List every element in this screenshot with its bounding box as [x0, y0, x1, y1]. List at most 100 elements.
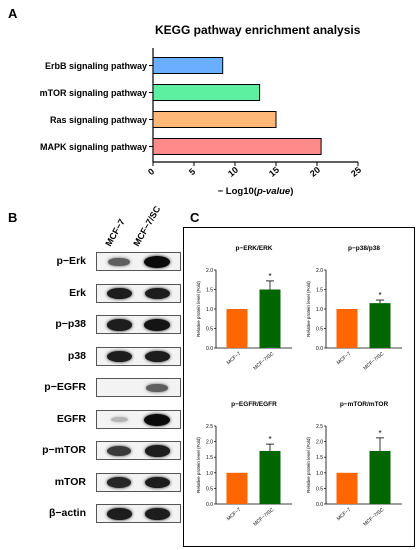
quant-y-tick-label: 1.5	[316, 455, 323, 461]
kegg-category-label: MAPK signaling pathway	[40, 142, 147, 152]
quant-bar	[259, 289, 281, 348]
quant-y-tick-label: 0.0	[316, 502, 323, 508]
blot-band	[106, 477, 132, 488]
blot-band	[106, 350, 132, 363]
blot-band	[144, 287, 170, 300]
quant-y-tick-label: 1.0	[316, 307, 323, 313]
blot-column-label: MCF−7	[103, 217, 127, 248]
blot-band	[106, 287, 132, 300]
blot-row-label: p−mTOR	[42, 444, 86, 456]
quant-x-tick-label: MCF−7	[226, 351, 243, 366]
quant-y-tick-label: 0.5	[316, 486, 323, 492]
quant-chart: p−ERK/ERK 0.0 0.5 1.0 1.5 2.0 Relative protein…	[196, 245, 292, 372]
quant-y-tick-label: 0.0	[316, 346, 323, 352]
quant-chart: p−mTOR/mTOR 0.0 0.5 1.0 1.5 2.0 2.5 Relative pr…	[306, 401, 402, 528]
kegg-x-axis-label: − Log10(p-value)	[218, 186, 294, 197]
blot-band	[107, 445, 131, 457]
quant-x-tick-label: MCF−7	[226, 507, 243, 522]
blot-strip	[96, 283, 181, 303]
quant-significance-star: *	[268, 272, 271, 281]
kegg-category-label: ErbB signaling pathway	[45, 61, 147, 71]
blot-row-label: p−Erk	[56, 255, 86, 267]
quant-chart-title: p−p38/p38	[348, 245, 380, 252]
quant-x-tick-label: MCF−7/SC	[252, 507, 275, 528]
blot-strip	[96, 441, 181, 460]
quant-x-tick-label: MCF−7/SC	[362, 507, 385, 528]
quant-y-tick-label: 2.5	[206, 424, 213, 430]
blot-row-label: Erk	[69, 286, 86, 299]
quant-bar	[369, 450, 391, 504]
blot-band	[106, 508, 132, 520]
kegg-bar	[152, 84, 261, 101]
quant-y-tick-label: 0.5	[206, 327, 213, 333]
kegg-x-tick-label: 25	[349, 165, 363, 179]
quant-chart: p−EGFR/EGFR 0.0 0.5 1.0 1.5 2.0 2.5 Relative pr…	[196, 401, 292, 528]
kegg-x-tick-label: 15	[267, 165, 281, 179]
blot-column-label: MCF−7/SC	[131, 204, 163, 248]
blot-band	[110, 416, 128, 423]
blot-row-label: EGFR	[56, 412, 86, 425]
blot-strip	[96, 378, 181, 397]
blot-band	[144, 508, 170, 520]
blot-band	[144, 256, 170, 268]
panel-label-b: B	[8, 210, 18, 225]
quant-significance-star: *	[378, 291, 381, 300]
kegg-x-tick-label: 0	[146, 166, 156, 177]
quant-y-axis-label: Relative protein level (Fold)	[306, 281, 311, 337]
kegg-x-tick-label: 10	[226, 165, 240, 179]
quant-bar	[226, 309, 248, 348]
panel-label-a: A	[8, 6, 18, 21]
blot-band	[144, 476, 170, 489]
blot-row-label: p38	[67, 349, 86, 362]
blot-band	[146, 383, 168, 393]
quant-chart-title: p−ERK/ERK	[235, 245, 272, 252]
quant-y-axis-label: Relative protein level (Fold)	[196, 437, 201, 493]
blot-strip	[96, 409, 181, 429]
quant-y-tick-label: 1.0	[206, 471, 213, 477]
quant-y-tick-label: 0.0	[206, 502, 213, 508]
blot-strip	[96, 315, 181, 334]
blot-row-label: p−p38	[55, 318, 86, 330]
quant-y-tick-label: 1.5	[316, 288, 323, 294]
kegg-bar	[152, 138, 322, 155]
quant-y-tick-label: 0.0	[206, 346, 213, 352]
quant-y-tick-label: 1.0	[316, 471, 323, 477]
quant-bar	[336, 309, 358, 348]
quant-y-tick-label: 1.5	[206, 288, 213, 294]
quant-y-axis-label: Relative protein level (Fold)	[196, 281, 201, 337]
quant-y-tick-label: 2.0	[316, 440, 323, 446]
quant-x-tick-label: MCF−7	[336, 507, 353, 522]
quant-x-tick-label: MCF−7/SC	[362, 351, 385, 372]
blot-strip	[96, 346, 181, 366]
quant-y-tick-label: 2.0	[316, 268, 323, 274]
quant-y-tick-label: 1.0	[206, 307, 213, 313]
kegg-category-label: Ras signaling pathway	[50, 115, 147, 125]
blot-band	[106, 319, 132, 331]
blot-row-label: mTOR	[54, 475, 86, 488]
quant-x-tick-label: MCF−7/SC	[252, 351, 275, 372]
quant-chart-title: p−mTOR/mTOR	[340, 401, 389, 408]
blot-row-label: p−EGFR	[44, 381, 86, 393]
quant-y-tick-label: 0.5	[316, 327, 323, 333]
kegg-bar-chart: ErbB signaling pathway mTOR signaling pat…	[40, 48, 363, 197]
quant-bar	[336, 472, 358, 504]
kegg-x-tick-label: 5	[187, 166, 197, 177]
quant-x-tick-label: MCF−7	[336, 351, 353, 366]
quant-significance-star: *	[268, 435, 271, 444]
quant-y-tick-label: 1.5	[206, 455, 213, 461]
blot-strip	[96, 472, 181, 492]
quant-bar	[259, 450, 281, 504]
panel-c-border	[183, 227, 415, 547]
blot-band	[144, 319, 170, 331]
quant-bar	[226, 472, 248, 504]
quant-bar	[369, 303, 391, 348]
quant-y-tick-label: 2.0	[206, 268, 213, 274]
quant-chart: p−p38/p38 0.0 0.5 1.0 1.5 2.0 Relative protein…	[306, 245, 402, 372]
quant-y-tick-label: 2.0	[206, 440, 213, 446]
kegg-bar	[152, 57, 224, 74]
kegg-chart-title: KEGG pathway enrichment analysis	[155, 23, 361, 37]
blot-strip	[96, 504, 181, 523]
quant-y-tick-label: 0.5	[206, 486, 213, 492]
blot-strip	[96, 252, 181, 271]
kegg-bar	[152, 111, 277, 128]
